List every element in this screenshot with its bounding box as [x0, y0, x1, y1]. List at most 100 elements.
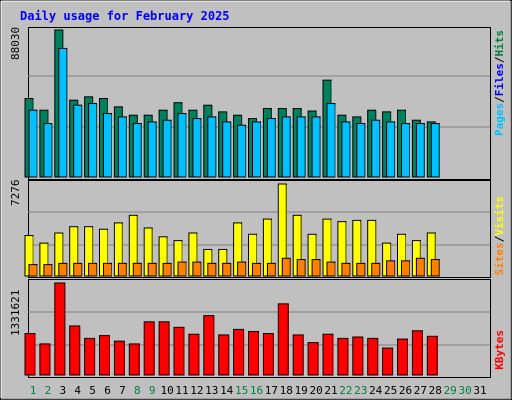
legend-middle-part-2: Visits: [493, 196, 506, 236]
day-label-26: 26: [399, 384, 412, 397]
bar-pages-day-23: [356, 123, 366, 178]
bar-kbytes-day-24: [367, 337, 379, 376]
bar-kbytes-day-13: [203, 315, 215, 376]
bar-sites-day-18: [281, 257, 291, 277]
bar-kbytes-day-15: [233, 328, 245, 376]
bar-sites-day-1: [28, 264, 38, 277]
bar-sites-day-26: [401, 260, 410, 277]
bar-sites-day-15: [237, 261, 247, 277]
day-label-5: 5: [89, 384, 96, 397]
x-axis-day-labels: 1 2 3 4 5 6 7 8 9 10 11 12 13 14 15 16 17 18 19 20 21 22 23 24 2…: [30, 384, 487, 397]
bar-sites-day-8: [132, 262, 142, 277]
bar-pages-day-18: [281, 116, 291, 178]
day-label-15: 15: [235, 384, 248, 397]
day-label-19: 19: [295, 384, 308, 397]
bar-kbytes-day-19: [292, 334, 304, 376]
legend-top-part-0: Pages: [493, 103, 506, 136]
bar-pages-day-1: [28, 109, 38, 178]
bar-pages-day-10: [162, 119, 172, 178]
legend-middle-part-1: /: [493, 235, 506, 242]
bar-sites-day-27: [415, 257, 425, 277]
day-label-12: 12: [190, 384, 203, 397]
bar-kbytes-day-2: [39, 343, 51, 376]
bar-sites-day-19: [296, 259, 306, 277]
bar-pages-day-16: [252, 121, 261, 178]
bar-pages-day-21: [326, 103, 336, 178]
panel-bottom-bars: [24, 282, 438, 376]
bar-pages-day-7: [117, 116, 127, 178]
day-label-3: 3: [59, 384, 66, 397]
bar-sites-day-25: [386, 260, 396, 277]
bar-kbytes-day-4: [69, 325, 81, 376]
bar-pages-day-11: [177, 113, 187, 178]
bar-pages-day-3: [58, 47, 68, 178]
bar-kbytes-day-14: [218, 334, 230, 376]
day-label-27: 27: [414, 384, 427, 397]
bar-kbytes-day-11: [173, 326, 185, 376]
bar-pages-day-25: [386, 121, 396, 178]
bar-pages-day-19: [296, 116, 306, 178]
bar-pages-day-14: [222, 121, 232, 178]
bar-kbytes-day-5: [84, 337, 96, 376]
bar-kbytes-day-9: [143, 321, 155, 376]
bar-kbytes-day-10: [158, 321, 170, 376]
legend-top-part-4: Hits: [493, 30, 506, 57]
panel-top-max-label: 88030: [9, 27, 22, 60]
day-label-8: 8: [134, 384, 141, 397]
bar-pages-day-24: [371, 119, 381, 178]
bar-pages-day-28: [430, 123, 440, 178]
day-label-18: 18: [280, 384, 293, 397]
bar-sites-day-16: [252, 262, 261, 277]
bar-kbytes-day-3: [54, 282, 66, 376]
legend-top-part-2: Files: [493, 63, 506, 96]
bar-sites-day-24: [371, 262, 381, 277]
bar-pages-day-4: [73, 104, 83, 178]
day-label-22: 22: [339, 384, 352, 397]
day-label-23: 23: [354, 384, 367, 397]
panel-bottom-max-label: 1331621: [9, 290, 22, 336]
bar-kbytes-day-1: [24, 333, 36, 376]
bar-pages-day-26: [401, 123, 410, 178]
day-label-6: 6: [104, 384, 111, 397]
panel-middle-max-label: 7276: [9, 180, 22, 207]
legend-middle-part-0: Sites: [493, 242, 506, 275]
day-label-11: 11: [175, 384, 188, 397]
bar-kbytes-day-27: [411, 330, 423, 376]
bar-pages-day-8: [132, 123, 142, 178]
bar-kbytes-day-7: [113, 340, 125, 376]
day-label-28: 28: [429, 384, 442, 397]
bar-pages-day-2: [43, 123, 53, 178]
bar-sites-day-10: [162, 262, 172, 277]
panel-middle: [24, 180, 491, 278]
bar-pages-day-17: [266, 118, 276, 178]
bar-pages-day-20: [311, 116, 321, 178]
panel-bottom: [24, 279, 491, 378]
day-label-29: 29: [444, 384, 457, 397]
bar-sites-day-23: [356, 262, 366, 277]
bar-sites-day-12: [192, 261, 202, 277]
bar-sites-day-20: [311, 259, 321, 277]
legend-top-part-1: /: [493, 96, 506, 103]
day-label-25: 25: [384, 384, 397, 397]
day-label-1: 1: [30, 384, 37, 397]
bar-sites-day-3: [58, 262, 68, 277]
bar-kbytes-day-22: [337, 337, 349, 376]
bar-kbytes-day-23: [352, 336, 364, 376]
bar-kbytes-day-6: [99, 335, 110, 376]
bar-sites-day-22: [341, 262, 351, 277]
bar-sites-day-6: [103, 262, 112, 277]
bar-kbytes-day-18: [277, 303, 289, 376]
bar-sites-day-28: [430, 259, 440, 277]
bar-kbytes-day-16: [248, 330, 259, 376]
bar-pages-day-5: [88, 103, 98, 178]
day-label-16: 16: [250, 384, 263, 397]
bar-sites-day-9: [147, 262, 157, 277]
day-label-31: 31: [473, 384, 486, 397]
bar-sites-day-21: [326, 261, 336, 277]
day-label-9: 9: [149, 384, 156, 397]
day-label-2: 2: [45, 384, 52, 397]
day-label-7: 7: [119, 384, 126, 397]
bar-sites-day-2: [43, 264, 53, 277]
panel-top-bars: [24, 29, 440, 178]
